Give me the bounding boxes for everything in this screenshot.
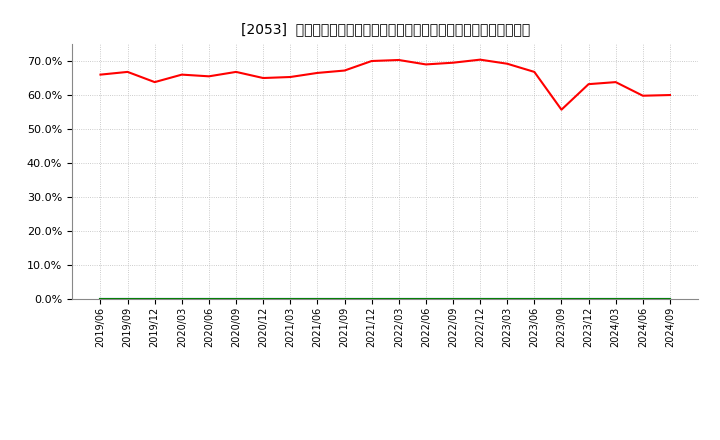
繰延税金資産 xyxy=(150,297,159,302)
のれん xyxy=(341,297,349,302)
繰延税金資産 xyxy=(503,297,511,302)
繰延税金資産 xyxy=(259,297,268,302)
のれん xyxy=(421,297,430,302)
のれん xyxy=(395,297,403,302)
自己資本 xyxy=(178,72,186,77)
自己資本 xyxy=(611,80,620,85)
自己資本 xyxy=(584,81,593,87)
繰延税金資産 xyxy=(367,297,376,302)
Line: 自己資本: 自己資本 xyxy=(101,60,670,110)
繰延税金資産 xyxy=(476,297,485,302)
自己資本 xyxy=(530,69,539,74)
繰延税金資産 xyxy=(421,297,430,302)
のれん xyxy=(123,297,132,302)
のれん xyxy=(611,297,620,302)
自己資本 xyxy=(449,60,457,66)
繰延税金資産 xyxy=(178,297,186,302)
のれん xyxy=(150,297,159,302)
自己資本 xyxy=(286,74,294,80)
のれん xyxy=(557,297,566,302)
繰延税金資産 xyxy=(639,297,647,302)
自己資本 xyxy=(123,69,132,74)
自己資本 xyxy=(232,69,240,74)
のれん xyxy=(259,297,268,302)
自己資本 xyxy=(341,68,349,73)
自己資本 xyxy=(204,73,213,79)
繰延税金資産 xyxy=(313,297,322,302)
のれん xyxy=(232,297,240,302)
繰延税金資産 xyxy=(584,297,593,302)
繰延税金資産 xyxy=(232,297,240,302)
のれん xyxy=(286,297,294,302)
繰延税金資産 xyxy=(286,297,294,302)
のれん xyxy=(204,297,213,302)
のれん xyxy=(503,297,511,302)
繰延税金資産 xyxy=(611,297,620,302)
のれん xyxy=(449,297,457,302)
のれん xyxy=(313,297,322,302)
のれん xyxy=(639,297,647,302)
自己資本 xyxy=(395,57,403,62)
のれん xyxy=(665,297,674,302)
自己資本 xyxy=(259,75,268,81)
自己資本 xyxy=(476,57,485,62)
のれん xyxy=(476,297,485,302)
繰延税金資産 xyxy=(530,297,539,302)
のれん xyxy=(530,297,539,302)
自己資本 xyxy=(639,93,647,99)
繰延税金資産 xyxy=(395,297,403,302)
自己資本 xyxy=(557,107,566,112)
繰延税金資産 xyxy=(557,297,566,302)
繰延税金資産 xyxy=(96,297,105,302)
自己資本 xyxy=(665,92,674,98)
繰延税金資産 xyxy=(449,297,457,302)
繰延税金資産 xyxy=(204,297,213,302)
自己資本 xyxy=(503,61,511,66)
Legend: 自己資本, のれん, 繰延税金資産: 自己資本, のれん, 繰延税金資産 xyxy=(245,438,526,440)
Title: [2053]  自己資本、のれん、繰延税金資産の総資産に対する比率の推移: [2053] 自己資本、のれん、繰延税金資産の総資産に対する比率の推移 xyxy=(240,22,530,36)
繰延税金資産 xyxy=(341,297,349,302)
自己資本 xyxy=(313,70,322,76)
のれん xyxy=(178,297,186,302)
のれん xyxy=(584,297,593,302)
繰延税金資産 xyxy=(665,297,674,302)
自己資本 xyxy=(96,72,105,77)
のれん xyxy=(367,297,376,302)
自己資本 xyxy=(421,62,430,67)
のれん xyxy=(96,297,105,302)
繰延税金資産 xyxy=(123,297,132,302)
自己資本 xyxy=(150,80,159,85)
自己資本 xyxy=(367,59,376,64)
